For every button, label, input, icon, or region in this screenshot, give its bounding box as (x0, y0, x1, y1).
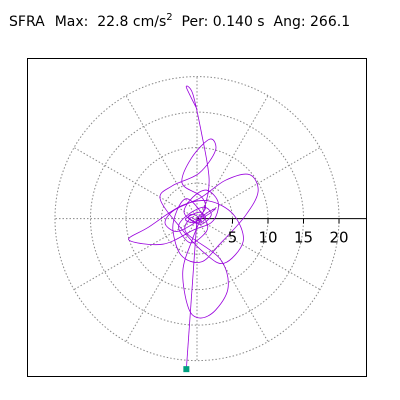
period-label: Per: (181, 14, 209, 30)
max-value: 22.8 cm/s (97, 14, 167, 30)
peak-marker (183, 218, 198, 373)
grid-spoke-330 (196, 218, 321, 291)
period-value: 0.140 s (212, 14, 265, 30)
axes (197, 218, 366, 224)
tick-label-5: 5 (228, 229, 238, 247)
grid-spoke-30 (196, 147, 321, 220)
tick-label-20: 20 (329, 229, 348, 247)
chart-title: SFRA Max: 22.8 cm/s2 Per: 0.140 s Ang: 26… (9, 12, 351, 31)
tick-label-15: 15 (294, 229, 313, 247)
particle-motion-trace (128, 85, 259, 319)
grid-spoke-60 (196, 95, 269, 219)
polar-spokes (54, 76, 321, 361)
grid-spoke-240 (125, 218, 198, 342)
peak-point (183, 366, 190, 373)
angle-label: Ang: (273, 14, 306, 30)
trace-series-0 (128, 85, 259, 319)
radial-tick-labels: 5 10 15 20 (228, 229, 349, 247)
peak-ray (185, 218, 198, 370)
grid-spoke-300 (196, 218, 269, 342)
max-unit-exponent: 2 (166, 12, 173, 23)
grid-spoke-150 (73, 147, 198, 220)
tick-label-10: 10 (258, 229, 277, 247)
station-label: SFRA (9, 14, 45, 30)
grid-spoke-120 (125, 95, 198, 219)
grid-spoke-210 (73, 218, 198, 291)
max-label: Max: (54, 14, 89, 30)
angle-value: 266.1 (310, 14, 351, 30)
